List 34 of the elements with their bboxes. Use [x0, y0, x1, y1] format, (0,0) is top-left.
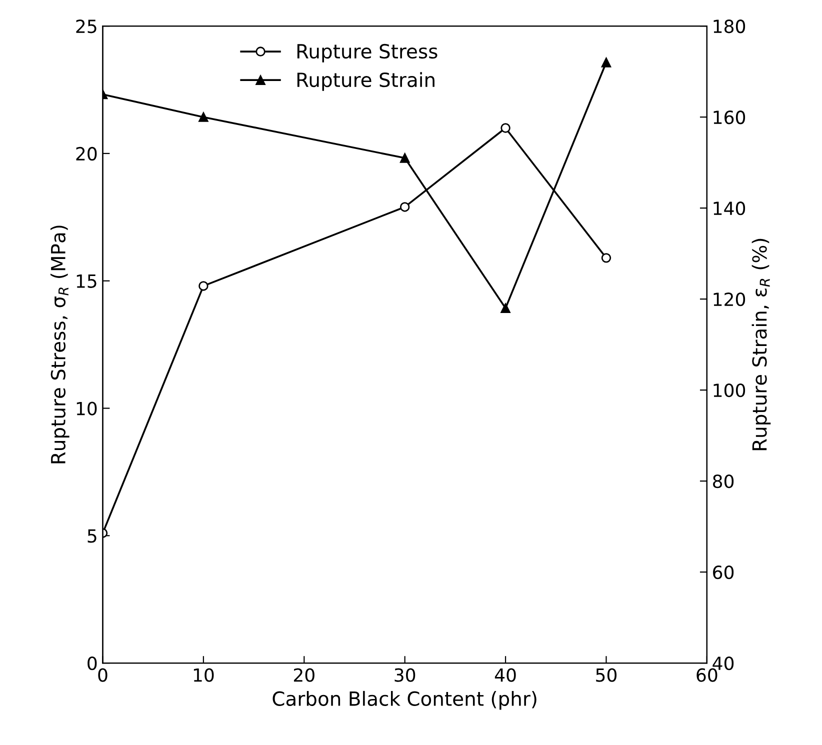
y-tick-label: 10	[76, 402, 97, 416]
y2-tick-label: 120	[714, 292, 746, 306]
y-axis-title: Rupture Stress, σ$_{R}$ (MPa)	[50, 226, 70, 464]
point	[601, 58, 612, 68]
y-tick-label: 25	[76, 20, 96, 34]
y2-tick-label: 80	[713, 474, 734, 488]
point	[500, 303, 510, 314]
point	[500, 123, 510, 133]
x-tick-label: 40	[494, 668, 516, 682]
point	[400, 202, 410, 212]
x-tick-label: 60	[696, 668, 718, 682]
legend-label: Rupture Strain	[297, 72, 434, 91]
x-tick-label: 20	[294, 668, 314, 682]
y-tick-label: 20	[76, 146, 97, 161]
x-tick-label: 0	[98, 668, 108, 682]
y2-tick-label: 60	[713, 566, 734, 580]
y-tick-label: 5	[88, 529, 96, 543]
y-tick-label: 0	[88, 656, 97, 670]
x-tick-label: 50	[596, 668, 617, 682]
point	[198, 281, 208, 291]
x-axis-title: Carbon Black Content (phr)	[272, 690, 536, 710]
y2-tick-label: 40	[712, 656, 734, 670]
legend-label: Rupture Stress	[297, 44, 438, 62]
y2-axis-title: Rupture Strain, ε$_{R}$ (%)	[752, 238, 771, 450]
y2-tick-label: 140	[714, 202, 746, 216]
point	[400, 153, 410, 163]
y2-tick-label: 160	[714, 110, 746, 124]
y2-tick-label: 100	[714, 384, 746, 398]
point	[198, 112, 208, 122]
y-tick-label: 15	[76, 274, 96, 288]
x-tick-label: 30	[394, 668, 416, 682]
point	[601, 253, 612, 263]
y2-tick-label: 180	[714, 20, 746, 34]
x-tick-label: 10	[194, 668, 214, 682]
